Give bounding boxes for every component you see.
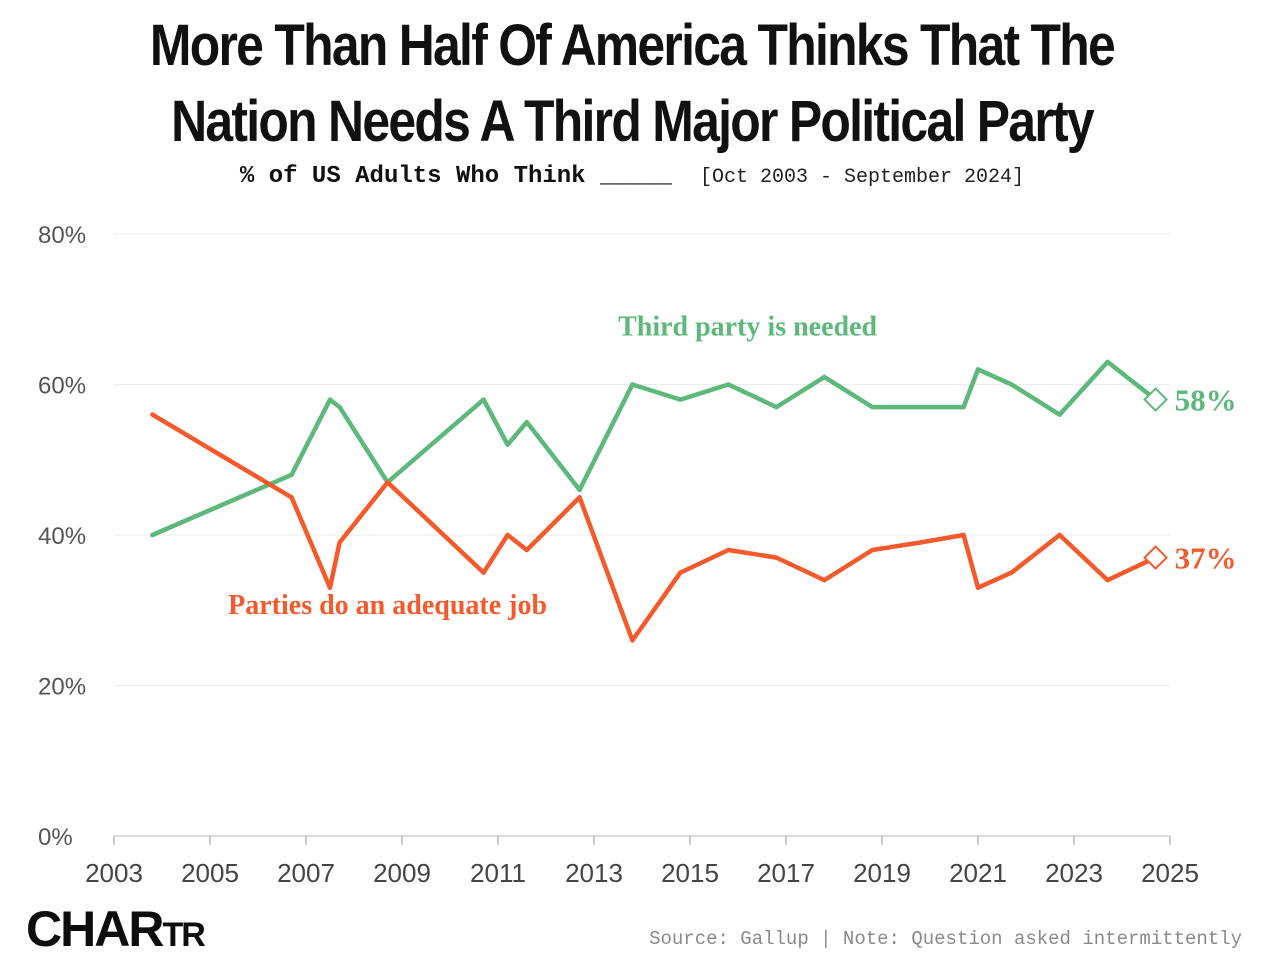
- y-tick-label: 0%: [38, 824, 73, 851]
- data-point-parties-do-an-adequate-job: [678, 570, 683, 575]
- y-tick-label: 40%: [38, 523, 86, 550]
- series-lines: [150, 359, 1169, 643]
- data-point-parties-do-an-adequate-job: [961, 532, 966, 538]
- data-point-third-party-is-needed: [577, 487, 582, 493]
- x-tick-label: 2003: [85, 858, 143, 888]
- data-point-parties-do-an-adequate-job: [505, 532, 510, 538]
- end-marker-third-party-is-needed: [1143, 387, 1169, 412]
- labels: 0% 20% 40% 60% 80% 2003 2005 2007 2009 2011 2013 20…: [38, 222, 1237, 888]
- data-point-parties-do-an-adequate-job: [822, 577, 827, 583]
- data-point-parties-do-an-adequate-job: [1105, 577, 1110, 583]
- x-tick-label: 2011: [470, 858, 526, 888]
- x-tick-label: 2025: [1141, 858, 1199, 888]
- x-tick-label: 2017: [757, 858, 815, 888]
- series-name-label-parties-do-an-adequate-job: Parties do an adequate job: [228, 590, 547, 621]
- chartr-logo: CHARTR: [26, 900, 206, 958]
- data-point-third-party-is-needed: [678, 397, 683, 402]
- data-point-parties-do-an-adequate-job: [1009, 570, 1014, 575]
- chart-title-line-1: More Than Half Of America Thinks That Th…: [149, 13, 1116, 78]
- data-point-parties-do-an-adequate-job: [150, 412, 155, 417]
- data-point-third-party-is-needed: [822, 374, 827, 380]
- chart-title: More Than Half Of America Thinks That Th…: [88, 8, 1175, 160]
- logo-text-big: CHAR: [26, 901, 164, 957]
- data-point-parties-do-an-adequate-job: [327, 585, 333, 590]
- data-point-third-party-is-needed: [870, 404, 875, 410]
- data-point-parties-do-an-adequate-job: [524, 547, 529, 553]
- data-point-third-party-is-needed: [327, 397, 333, 402]
- y-tick-label: 60%: [38, 373, 86, 400]
- x-tick-label: 2023: [1045, 858, 1103, 888]
- x-tick-label: 2013: [565, 858, 623, 888]
- end-value-label-parties-do-an-adequate-job: 37%: [1175, 541, 1237, 576]
- x-tick-label: 2021: [949, 858, 1007, 888]
- data-point-third-party-is-needed: [1105, 359, 1110, 365]
- y-tick-label: 20%: [38, 674, 86, 701]
- data-point-parties-do-an-adequate-job: [385, 480, 390, 485]
- data-point-third-party-is-needed: [961, 404, 966, 410]
- data-point-parties-do-an-adequate-job: [577, 495, 582, 500]
- data-point-parties-do-an-adequate-job: [481, 570, 486, 575]
- data-point-parties-do-an-adequate-job: [726, 547, 731, 553]
- series-name-label-third-party-is-needed: Third party is needed: [618, 312, 877, 343]
- data-point-third-party-is-needed: [630, 382, 635, 387]
- data-point-third-party-is-needed: [1009, 382, 1014, 387]
- x-tick-label: 2005: [181, 858, 239, 888]
- chart-subtitle: % of US Adults Who Think _____: [239, 163, 672, 190]
- x-tick-label: 2009: [373, 858, 431, 888]
- gridlines: [114, 233, 1170, 686]
- x-axis: [113, 835, 1171, 845]
- data-point-third-party-is-needed: [726, 382, 731, 387]
- end-marker-parties-do-an-adequate-job: [1143, 545, 1169, 570]
- data-point-parties-do-an-adequate-job: [975, 585, 981, 590]
- data-point-third-party-is-needed: [505, 442, 510, 447]
- y-tick-label: 80%: [38, 222, 86, 249]
- data-point-parties-do-an-adequate-job: [1057, 532, 1062, 538]
- x-tick-label: 2019: [853, 858, 911, 888]
- date-range: [Oct 2003 - September 2024]: [700, 166, 1025, 189]
- data-point-third-party-is-needed: [481, 397, 486, 402]
- series-line-parties-do-an-adequate-job: [150, 412, 1158, 643]
- data-point-parties-do-an-adequate-job: [289, 495, 294, 500]
- data-point-parties-do-an-adequate-job: [918, 540, 923, 545]
- data-point-third-party-is-needed: [975, 367, 981, 372]
- data-point-parties-do-an-adequate-job: [870, 547, 875, 553]
- data-point-third-party-is-needed: [150, 532, 155, 538]
- series-line-third-party-is-needed: [150, 359, 1158, 538]
- x-tick-label: 2015: [661, 858, 719, 888]
- data-point-parties-do-an-adequate-job: [774, 555, 779, 560]
- data-point-third-party-is-needed: [289, 472, 294, 477]
- logo-text-small: TR: [162, 916, 205, 954]
- end-value-label-third-party-is-needed: 58%: [1175, 383, 1237, 418]
- data-point-third-party-is-needed: [337, 404, 342, 410]
- source-note: Source: Gallup | Note: Question asked in…: [649, 928, 1242, 950]
- subtitle-row: % of US Adults Who Think _____ [Oct 2003 …: [0, 163, 1264, 190]
- data-point-third-party-is-needed: [524, 419, 529, 425]
- data-point-third-party-is-needed: [918, 404, 923, 410]
- chart-title-line-2: Nation Needs A Third Major Political Par…: [171, 89, 1095, 154]
- data-point-parties-do-an-adequate-job: [337, 540, 342, 545]
- data-point-third-party-is-needed: [1057, 412, 1062, 417]
- x-tick-label: 2007: [277, 858, 335, 888]
- data-point-third-party-is-needed: [774, 404, 779, 410]
- data-point-parties-do-an-adequate-job: [630, 638, 635, 643]
